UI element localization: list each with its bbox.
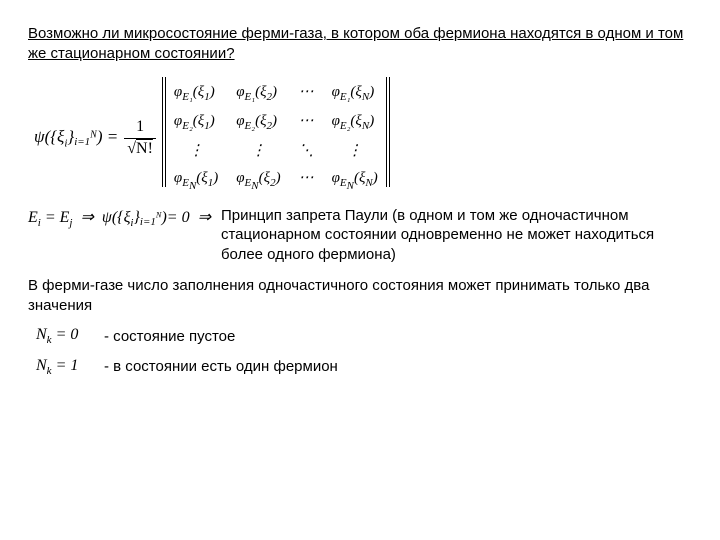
- determinant: φE₁(ξ1) φE₁(ξ2) ⋯ φE₁(ξN) φE₂(ξ1) φE₂(ξ2…: [162, 77, 390, 200]
- state-one-eq: Nk = 1: [36, 356, 90, 378]
- m14: φE₁(ξN): [332, 83, 378, 104]
- m34: ⋮: [332, 142, 378, 162]
- state-empty-row: Nk = 0 - состояние пустое: [36, 325, 692, 347]
- det-bar-right: [386, 77, 390, 187]
- title: Возможно ли микросостояние ферми-газа, в…: [28, 24, 692, 63]
- state-one-row: Nk = 1 - в состоянии есть один фермион: [36, 356, 692, 378]
- frac-den: √N!: [124, 139, 156, 160]
- det-lhs: ψ({ξi}i=1N) =: [34, 126, 118, 151]
- pauli-row: Ei = Ej ⇒ ψ({ξi}i=1N)= 0 ⇒ Принцип запре…: [28, 206, 692, 265]
- m33: ⋱: [299, 142, 314, 162]
- m43: ⋯: [299, 169, 314, 193]
- det-fraction: 1 √N!: [124, 117, 156, 160]
- m41: φEN(ξ1): [174, 169, 218, 193]
- m12: φE₁(ξ2): [236, 83, 280, 104]
- det-matrix: φE₁(ξ1) φE₁(ξ2) ⋯ φE₁(ξN) φE₂(ξ1) φE₂(ξ2…: [166, 77, 386, 200]
- m24: φE₂(ξN): [332, 112, 378, 133]
- m44: φEN(ξN): [332, 169, 378, 193]
- pauli-equation: Ei = Ej ⇒ ψ({ξi}i=1N)= 0 ⇒: [28, 206, 211, 230]
- m21: φE₂(ξ1): [174, 112, 218, 133]
- det-bar-left: [162, 77, 166, 187]
- m13: ⋯: [299, 83, 314, 104]
- m23: ⋯: [299, 112, 314, 133]
- frac-num: 1: [124, 117, 156, 139]
- m22: φE₂(ξ2): [236, 112, 280, 133]
- state-empty-eq: Nk = 0: [36, 325, 90, 347]
- slater-determinant: ψ({ξi}i=1N) = 1 √N! φE₁(ξ1) φE₁(ξ2) ⋯ φE…: [34, 77, 692, 200]
- m11: φE₁(ξ1): [174, 83, 218, 104]
- state-empty-text: - состояние пустое: [104, 327, 235, 347]
- pauli-text: Принцип запрета Паули (в одном и том же …: [221, 206, 692, 265]
- m32: ⋮: [236, 142, 280, 162]
- state-one-text: - в состоянии есть один фермион: [104, 357, 338, 377]
- fermi-occupation-text: В ферми-газе число заполнения одночастич…: [28, 276, 692, 315]
- m31: ⋮: [174, 142, 218, 162]
- m42: φEN(ξ2): [236, 169, 280, 193]
